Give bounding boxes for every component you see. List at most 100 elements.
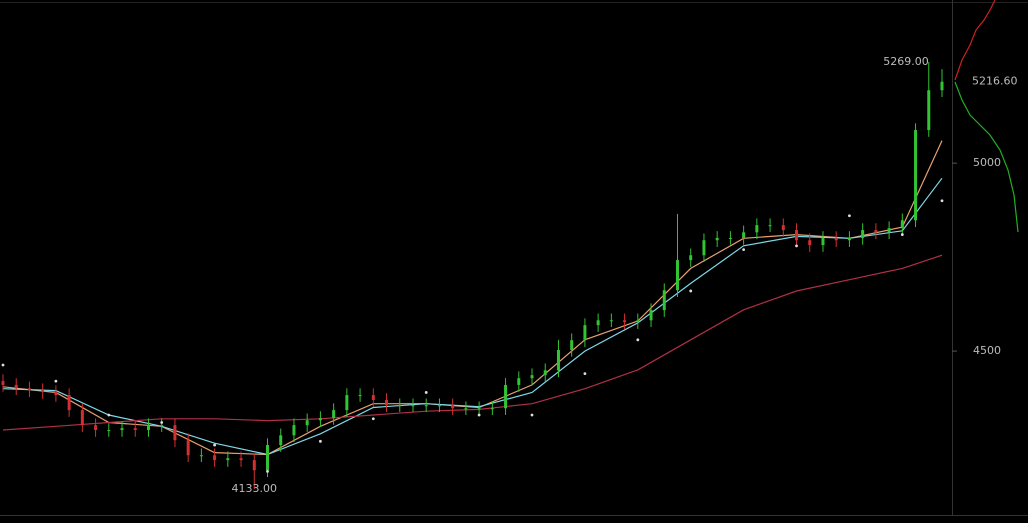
candle-body [755,225,759,233]
candle-body [477,408,481,410]
sar-dot [530,413,534,417]
candle-body [266,445,270,471]
candle-body [490,408,494,410]
candle-body [160,425,164,427]
sar-dot [107,413,111,417]
candle-body [914,130,918,221]
sar-dot [213,443,217,447]
candle-body [834,237,838,241]
y-tick-label: 5000 [973,156,1001,169]
candle-body [795,230,799,241]
candle-body [689,255,693,261]
sar-dot [319,439,322,443]
candle-body [609,320,613,322]
candle-body [543,370,547,376]
sar-dot [940,199,944,203]
sar-dot [795,244,798,248]
sar-dot [900,233,904,236]
candle-body [940,81,944,91]
candle-body [702,240,706,256]
candle-body [808,240,812,246]
sar-dot [636,338,640,342]
candle-body [504,384,508,409]
candle-body [173,425,177,441]
sar-dot [54,379,58,383]
sar-dot [848,214,851,218]
candle-body [252,460,256,471]
candle-body [636,320,640,323]
candle-body [900,220,904,229]
candle-body [596,320,600,326]
candle-body [768,225,772,227]
candle-body [146,425,150,431]
candle-body [623,320,627,323]
candle-body [675,260,679,291]
candle-body [239,458,243,461]
candle-body [821,237,825,246]
sar-dot [371,417,375,421]
candle-body [199,455,203,457]
candle-body [662,290,666,311]
depth-bids [954,81,1019,233]
sar-dot [477,413,481,417]
candle-body [556,349,560,371]
candle-body [94,425,98,431]
candle-body [358,395,362,397]
sar-dot [583,372,587,376]
candle-body [398,405,402,407]
candle-body [292,425,296,436]
sar-dot [1,363,5,367]
candle-body [213,455,217,461]
candle-body [67,395,71,411]
candle-body [318,418,322,421]
y-tick-label: 4500 [973,344,1001,357]
candle-body [107,430,111,432]
extreme-label: 5269.00 [883,55,929,68]
candle-body [583,325,587,341]
candle-body [570,340,574,350]
candle-body [332,410,336,419]
candle-body [728,237,732,239]
candle-body [279,435,283,446]
candle-body [847,237,851,241]
candle-body [464,408,468,410]
sar-dot [424,391,428,394]
candle-body [27,388,31,391]
extreme-label: 4133.00 [232,482,278,495]
last-price-label: 5216.60 [972,75,1018,88]
candle-body [411,405,415,407]
candle-body [742,232,746,238]
candle-body [874,230,878,233]
sar-dot [742,248,746,252]
candle-body [517,378,521,385]
candle-body [120,428,124,431]
depth-asks [954,0,996,81]
candle-body [927,90,931,131]
candle-body [54,392,58,396]
candle-body [385,399,389,406]
candle-body [715,237,719,241]
last-price-box [962,73,1024,90]
candle-body [861,230,865,238]
candle-body [186,440,190,456]
candle-body [80,410,84,426]
candle-body [14,384,18,389]
candle-body [41,390,45,393]
candle-body [371,395,375,400]
candle-body [781,225,785,231]
sar-dot [689,289,693,293]
candle-body [133,428,137,431]
candle-body [887,228,891,233]
candle-body [649,310,653,321]
candle-body [1,381,5,385]
candle-body [437,405,441,407]
sar-dot [160,421,164,424]
sar-dot [266,469,269,473]
candle-body [305,420,309,426]
candle-body [345,395,349,411]
candle-body [424,405,428,407]
candle-body [451,405,455,409]
